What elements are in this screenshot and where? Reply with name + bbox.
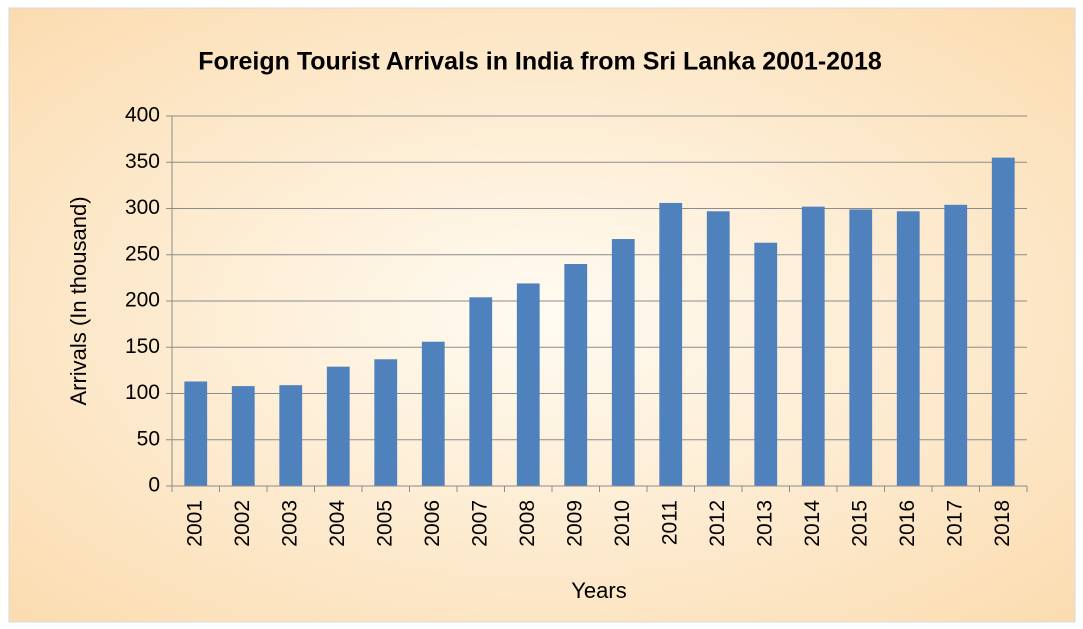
bar bbox=[184, 381, 208, 486]
y-tick-label: 100 bbox=[125, 381, 160, 404]
y-tick-label: 300 bbox=[125, 196, 160, 219]
y-tick-label: 350 bbox=[125, 150, 160, 173]
bar bbox=[754, 242, 778, 486]
bar bbox=[231, 386, 255, 486]
bar bbox=[991, 157, 1015, 486]
x-tick-label: 2003 bbox=[278, 500, 301, 547]
bar bbox=[801, 206, 825, 486]
x-axis-label: Years bbox=[571, 578, 626, 603]
bar bbox=[374, 359, 398, 486]
bar bbox=[564, 264, 588, 486]
x-tick-label: 2013 bbox=[753, 500, 776, 547]
bar bbox=[421, 341, 445, 486]
bar bbox=[326, 366, 350, 486]
x-tick-label: 2016 bbox=[896, 500, 919, 547]
x-tick-label: 2014 bbox=[801, 500, 824, 547]
y-tick-label: 400 bbox=[125, 104, 160, 127]
x-tick-label: 2008 bbox=[516, 500, 539, 547]
x-tick-label: 2017 bbox=[943, 500, 966, 547]
bar bbox=[469, 297, 493, 486]
x-tick-label: 2002 bbox=[231, 500, 254, 547]
y-tick-label: 50 bbox=[137, 427, 160, 450]
bar bbox=[849, 209, 873, 487]
bar bbox=[706, 211, 730, 486]
x-tick-label: 2007 bbox=[468, 500, 491, 547]
bar bbox=[659, 202, 683, 486]
bar bbox=[896, 211, 920, 486]
y-tick-label: 0 bbox=[148, 474, 160, 497]
y-axis-label: Arrivals (In thousand) bbox=[66, 196, 91, 405]
chart-title: Foreign Tourist Arrivals in India from S… bbox=[198, 48, 882, 76]
x-tick-label: 2001 bbox=[183, 500, 206, 547]
bar bbox=[516, 283, 540, 486]
x-tick-label: 2012 bbox=[706, 500, 729, 547]
x-tick-label: 2011 bbox=[658, 500, 681, 545]
x-tick-label: 2005 bbox=[373, 500, 396, 547]
bar bbox=[944, 204, 968, 487]
bar bbox=[279, 385, 303, 486]
y-tick-label: 200 bbox=[125, 289, 160, 312]
bar bbox=[611, 239, 635, 486]
x-tick-label: 2018 bbox=[991, 500, 1014, 547]
y-tick-label: 150 bbox=[125, 335, 160, 358]
x-tick-label: 2004 bbox=[326, 500, 349, 547]
y-tick-label: 250 bbox=[125, 242, 160, 265]
x-tick-label: 2015 bbox=[848, 500, 871, 547]
x-tick-label: 2010 bbox=[611, 500, 634, 547]
x-tick-label: 2009 bbox=[563, 500, 586, 547]
x-tick-label: 2006 bbox=[421, 500, 444, 547]
